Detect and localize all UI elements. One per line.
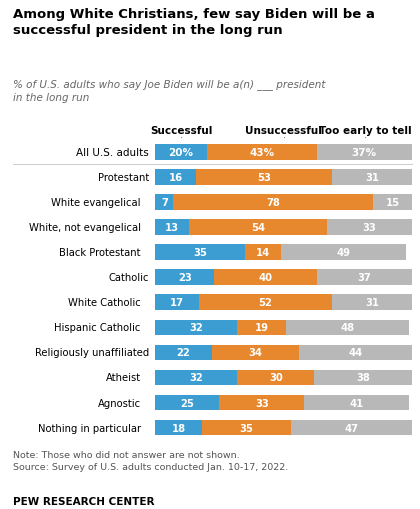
Text: Black Protestant: Black Protestant: [59, 247, 141, 258]
Bar: [212, 345, 299, 360]
Bar: [155, 370, 237, 385]
Text: 19: 19: [255, 323, 269, 333]
Text: Unsuccessful: Unsuccessful: [245, 126, 322, 136]
Bar: [327, 220, 412, 235]
Bar: [214, 270, 317, 286]
Text: 52: 52: [259, 298, 273, 307]
Text: Agnostic: Agnostic: [97, 398, 141, 408]
Text: 30: 30: [269, 373, 283, 383]
Text: 38: 38: [356, 373, 370, 383]
Bar: [332, 295, 412, 310]
Text: PEW RESEARCH CENTER: PEW RESEARCH CENTER: [13, 496, 154, 506]
Text: Atheist: Atheist: [105, 373, 141, 383]
Bar: [237, 370, 314, 385]
Text: 47: 47: [344, 423, 358, 433]
Text: Among White Christians, few say Biden will be a
successful president in the long: Among White Christians, few say Biden wi…: [13, 8, 375, 37]
Text: 40: 40: [259, 273, 273, 282]
Text: White, not evangelical: White, not evangelical: [29, 222, 141, 233]
Text: 43%: 43%: [249, 148, 274, 157]
Bar: [220, 395, 304, 411]
Text: 7: 7: [161, 197, 168, 208]
Text: 54: 54: [251, 222, 265, 233]
Bar: [286, 320, 409, 335]
Text: % of U.S. adults who say Joe Biden will be a(n) ___ president
in the long run: % of U.S. adults who say Joe Biden will …: [13, 79, 325, 103]
Text: 23: 23: [178, 273, 192, 282]
Bar: [202, 420, 291, 436]
Bar: [304, 395, 409, 411]
Text: 33: 33: [255, 398, 269, 408]
Bar: [155, 270, 214, 286]
Text: 48: 48: [341, 323, 354, 333]
Text: Note: Those who did not answer are not shown.
Source: Survey of U.S. adults cond: Note: Those who did not answer are not s…: [13, 450, 288, 471]
Text: 17: 17: [170, 298, 184, 307]
Text: All U.S. adults: All U.S. adults: [76, 148, 149, 157]
Text: 49: 49: [337, 247, 351, 258]
Text: 44: 44: [348, 348, 362, 358]
Text: 25: 25: [181, 398, 194, 408]
Bar: [155, 145, 207, 160]
Bar: [155, 295, 199, 310]
Bar: [155, 245, 245, 260]
Text: 34: 34: [248, 348, 262, 358]
Text: White evangelical: White evangelical: [51, 197, 141, 208]
Text: Nothing in particular: Nothing in particular: [37, 423, 141, 433]
Bar: [332, 169, 412, 185]
Bar: [155, 220, 189, 235]
Text: 37%: 37%: [352, 148, 377, 157]
Bar: [207, 145, 317, 160]
Bar: [245, 245, 281, 260]
Bar: [373, 195, 412, 210]
Bar: [299, 345, 412, 360]
Bar: [237, 320, 286, 335]
Text: Religiously unaffiliated: Religiously unaffiliated: [35, 348, 149, 358]
Text: 14: 14: [256, 247, 270, 258]
Bar: [314, 370, 412, 385]
Text: 18: 18: [171, 423, 186, 433]
Text: Protestant: Protestant: [98, 173, 149, 182]
Bar: [281, 245, 407, 260]
Bar: [189, 220, 327, 235]
Bar: [155, 320, 237, 335]
Text: 32: 32: [189, 373, 203, 383]
Bar: [155, 169, 197, 185]
Text: White Catholic: White Catholic: [68, 298, 141, 307]
Text: 53: 53: [257, 173, 271, 182]
Text: 35: 35: [239, 423, 253, 433]
Text: 22: 22: [177, 348, 190, 358]
Text: Catholic: Catholic: [109, 273, 149, 282]
Text: 37: 37: [357, 273, 371, 282]
Bar: [317, 145, 412, 160]
Text: 41: 41: [349, 398, 364, 408]
Text: 32: 32: [189, 323, 203, 333]
Bar: [197, 169, 332, 185]
Bar: [155, 395, 220, 411]
Bar: [291, 420, 412, 436]
Text: 33: 33: [362, 222, 376, 233]
Text: 16: 16: [169, 173, 183, 182]
Text: Successful: Successful: [150, 126, 212, 136]
Text: 13: 13: [165, 222, 179, 233]
Bar: [155, 195, 173, 210]
Bar: [155, 345, 212, 360]
Text: 35: 35: [193, 247, 207, 258]
Text: 15: 15: [385, 197, 399, 208]
Bar: [317, 270, 412, 286]
Text: 20%: 20%: [168, 148, 194, 157]
Text: 78: 78: [266, 197, 280, 208]
Bar: [199, 295, 332, 310]
Text: 31: 31: [365, 173, 379, 182]
Text: Too early to tell: Too early to tell: [319, 126, 412, 136]
Text: 31: 31: [365, 298, 379, 307]
Text: Hispanic Catholic: Hispanic Catholic: [54, 323, 141, 333]
Bar: [155, 420, 202, 436]
Bar: [173, 195, 373, 210]
